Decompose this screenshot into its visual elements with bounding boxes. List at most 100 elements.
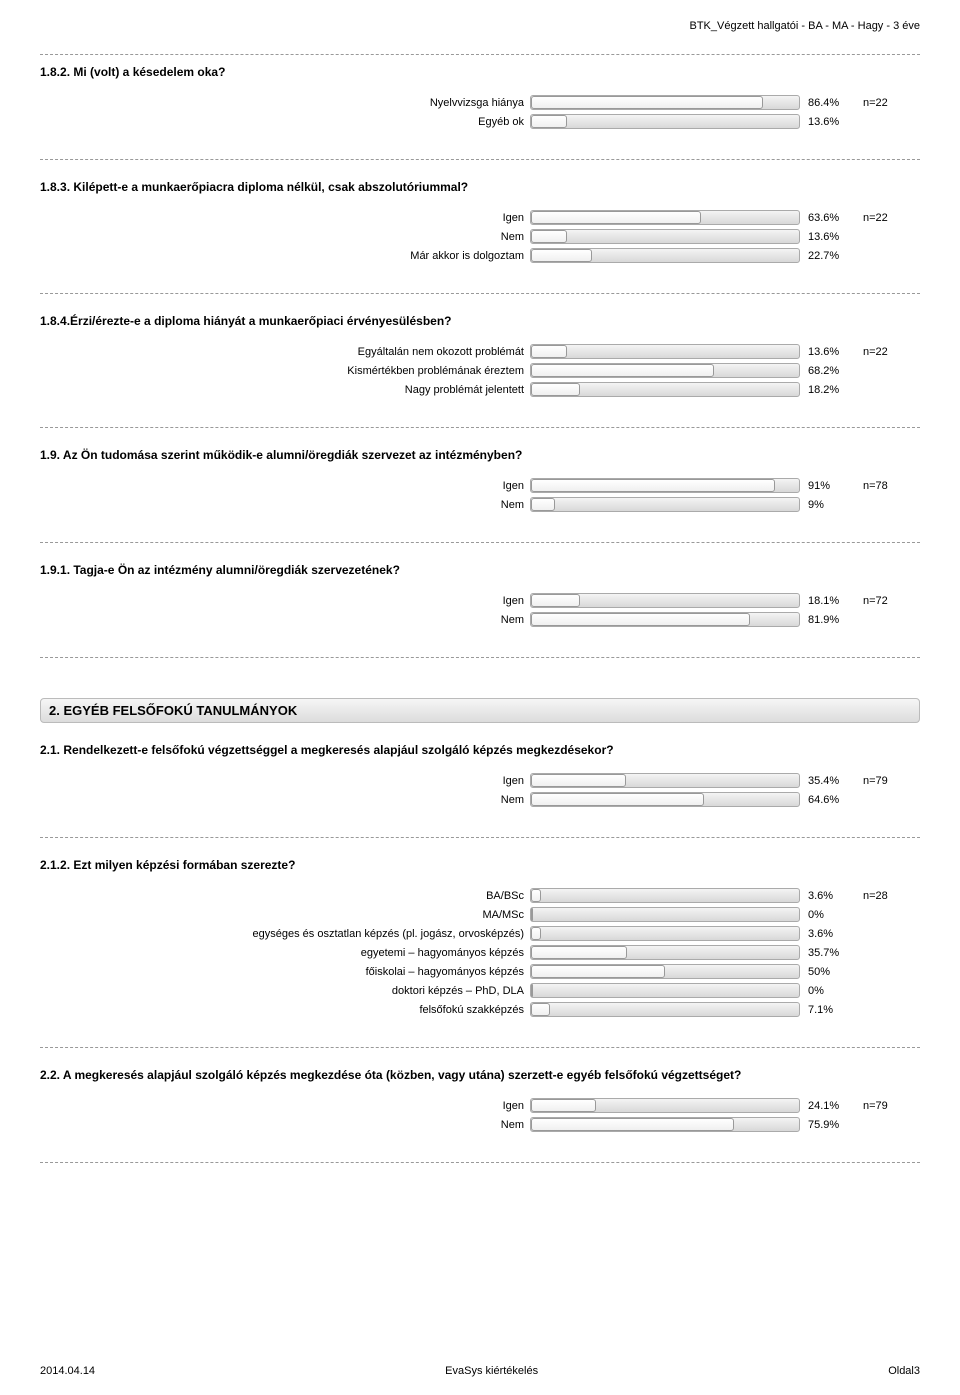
bar-track [530,344,800,359]
question-title: 1.8.4.Érzi/érezte-e a diploma hiányát a … [40,314,920,328]
bar-fill [531,984,533,997]
answer-row: BA/BSc3.6%n=28 [40,888,920,903]
bar-fill [531,383,580,396]
bar-fill [531,927,541,940]
percent-value: 24.1% [800,1100,863,1112]
bar-track [530,114,800,129]
percent-value: 64.6% [800,794,863,806]
answer-label: főiskolai – hagyományos képzés [40,966,530,978]
answer-label: Igen [40,212,530,224]
answer-row: Nem9% [40,497,920,512]
n-value: n=79 [863,1100,913,1112]
percent-value: 0% [800,985,863,997]
bar-track [530,363,800,378]
answer-label: felsőfokú szakképzés [40,1004,530,1016]
bar-track [530,497,800,512]
answer-label: Nem [40,1119,530,1131]
footer-center: EvaSys kiértékelés [445,1365,538,1377]
bar-track [530,983,800,998]
footer-page: Oldal3 [888,1365,920,1377]
bar-track [530,593,800,608]
bar-fill [531,774,626,787]
answer-row: Igen91%n=78 [40,478,920,493]
answer-label: Igen [40,480,530,492]
section-header-2-label: 2. EGYÉB FELSŐFOKÚ TANULMÁNYOK [49,703,297,718]
answer-label: Egyéb ok [40,116,530,128]
bar-fill [531,364,714,377]
question-title: 2.1. Rendelkezett-e felsőfokú végzettség… [40,743,920,757]
n-value: n=28 [863,890,913,902]
answer-label: egyetemi – hagyományos képzés [40,947,530,959]
answer-row: Egyéb ok 13.6% [40,114,920,129]
percent-value: 81.9% [800,614,863,626]
bar-track [530,95,800,110]
answer-row: Nyelvvizsga hiánya86.4%n=22 [40,95,920,110]
percent-value: 18.2% [800,384,863,396]
percent-value: 22.7% [800,250,863,262]
percent-value: 13.6% [800,231,863,243]
answer-row: Igen 35.4%n=79 [40,773,920,788]
percent-value: 13.6% [800,116,863,128]
bar-track [530,248,800,263]
bar-fill [531,1118,734,1131]
percent-value: 35.7% [800,947,863,959]
bar-track [530,926,800,941]
bar-fill [531,613,750,626]
answer-row: Nagy problémát jelentett 18.2% [40,382,920,397]
bar-fill [531,946,627,959]
bar-track [530,1117,800,1132]
bar-track [530,888,800,903]
bar-fill [531,1099,596,1112]
percent-value: 7.1% [800,1004,863,1016]
answer-row: Igen24.1%n=79 [40,1098,920,1113]
question-separator [40,1047,920,1048]
answer-label: Nem [40,614,530,626]
answer-row: Igen 63.6%n=22 [40,210,920,225]
answer-label: egységes és osztatlan képzés (pl. jogász… [40,928,530,940]
answer-label: Igen [40,775,530,787]
answer-row: Nem 81.9% [40,612,920,627]
bar-track [530,210,800,225]
question-title: 1.9.1. Tagja-e Ön az intézmény alumni/ör… [40,563,920,577]
percent-value: 3.6% [800,928,863,940]
answer-label: Igen [40,595,530,607]
answer-row: egységes és osztatlan képzés (pl. jogász… [40,926,920,941]
answer-row: felsőfokú szakképzés 7.1% [40,1002,920,1017]
answer-label: Nagy problémát jelentett [40,384,530,396]
page-header: BTK_Végzett hallgatói - BA - MA - Hagy -… [40,20,920,36]
bar-fill [531,115,567,128]
bar-track [530,1002,800,1017]
answer-row: MA/MSc 0% [40,907,920,922]
question-separator [40,837,920,838]
bar-fill [531,479,775,492]
n-value: n=72 [863,595,913,607]
n-value: n=22 [863,346,913,358]
bar-fill [531,965,665,978]
answer-row: Nem 64.6% [40,792,920,807]
bar-fill [531,594,580,607]
answer-row: Már akkor is dolgoztam 22.7% [40,248,920,263]
question-separator [40,657,920,658]
answer-row: egyetemi – hagyományos képzés 35.7% [40,945,920,960]
answer-row: Nem 13.6% [40,229,920,244]
percent-value: 35.4% [800,775,863,787]
percent-value: 3.6% [800,890,863,902]
percent-value: 63.6% [800,212,863,224]
answer-row: Igen18.1%n=72 [40,593,920,608]
answer-label: Már akkor is dolgoztam [40,250,530,262]
percent-value: 75.9% [800,1119,863,1131]
answer-label: Kismértékben problémának éreztem [40,365,530,377]
answer-label: Nem [40,794,530,806]
percent-value: 0% [800,909,863,921]
n-value: n=79 [863,775,913,787]
header-title: BTK_Végzett hallgatói - BA - MA - Hagy -… [690,20,921,32]
answer-label: MA/MSc [40,909,530,921]
question-separator [40,159,920,160]
answer-label: Egyáltalán nem okozott problémát [40,346,530,358]
answer-label: Nem [40,499,530,511]
answer-row: Kismértékben problémának éreztem68.2% [40,363,920,378]
page-container: BTK_Végzett hallgatói - BA - MA - Hagy -… [0,0,960,1395]
n-value: n=22 [863,212,913,224]
question-title: 2.1.2. Ezt milyen képzési formában szere… [40,858,920,872]
answer-label: Nem [40,231,530,243]
